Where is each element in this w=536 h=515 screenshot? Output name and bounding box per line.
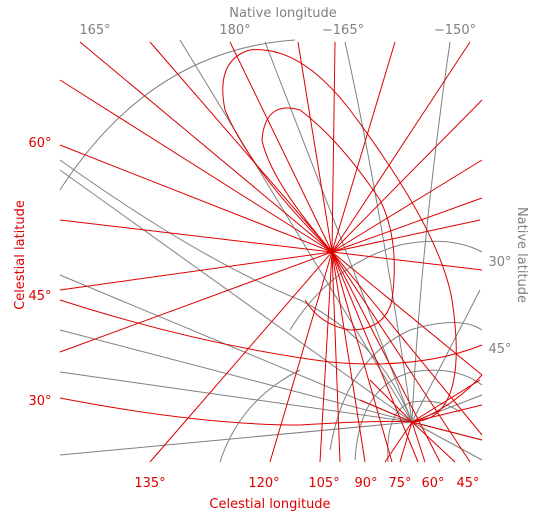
celestial-latitude-tick: 30° <box>28 394 51 409</box>
native-meridian <box>59 421 413 456</box>
pole-ray <box>384 421 413 463</box>
celestial-longitude-tick: 45° <box>456 476 479 491</box>
celestial-longitude-title: Celestial longitude <box>209 497 330 512</box>
celestial-longitude-tick: 60° <box>421 476 444 491</box>
native-pole-star <box>359 379 483 463</box>
celestial-meridian <box>331 41 366 463</box>
pole-ray <box>399 421 413 463</box>
celestial-parallel <box>59 299 483 365</box>
native-meridian <box>59 159 413 423</box>
native-meridian <box>411 41 451 423</box>
pole-ray <box>359 399 413 423</box>
native-latitude-tick: 45° <box>488 342 511 357</box>
pole-ray <box>411 379 481 423</box>
celestial-meridian <box>59 144 483 436</box>
celestial-longitude-tick: 105° <box>308 476 339 491</box>
native-meridian <box>344 41 413 423</box>
native-longitude-tick: 180° <box>219 23 250 38</box>
native-parallel <box>354 369 483 461</box>
celestial-longitude-tick: 120° <box>248 476 279 491</box>
celestial-parallel <box>261 107 395 331</box>
native-latitude-title: Native latitude <box>514 207 529 303</box>
celestial-parallel <box>59 374 483 426</box>
celestial-latitude-tick: 60° <box>28 136 51 151</box>
celestial-meridian <box>149 41 441 463</box>
celestial-longitude-tick: 135° <box>134 476 165 491</box>
native-meridian <box>411 421 483 461</box>
celestial-grid <box>59 41 483 463</box>
celestial-meridian <box>59 219 481 291</box>
native-longitude-tick: 165° <box>79 23 110 38</box>
native-grid <box>59 39 483 463</box>
celestial-latitude-tick: 45° <box>28 289 51 304</box>
native-meridian <box>59 274 413 423</box>
celestial-meridian <box>59 197 483 353</box>
celestial-meridian <box>79 41 471 463</box>
pole-ray <box>411 421 426 463</box>
pole-ray <box>411 421 456 463</box>
celestial-latitude-title: Celestial latitude <box>13 200 28 310</box>
native-parallel <box>59 39 296 191</box>
native-longitude-tick: −165° <box>322 23 364 38</box>
native-meridian <box>179 39 413 423</box>
native-meridian <box>59 371 413 423</box>
celestial-longitude-tick: 90° <box>354 476 377 491</box>
native-parallel <box>219 369 301 463</box>
pole-ray <box>411 421 483 441</box>
native-meridian <box>59 169 413 423</box>
celestial-parallel <box>222 49 457 423</box>
celestial-longitude-tick: 75° <box>388 476 411 491</box>
pole-ray <box>369 379 413 423</box>
native-longitude-tick: −150° <box>434 23 476 38</box>
native-longitude-title: Native longitude <box>229 6 336 21</box>
native-parallel <box>289 240 483 331</box>
native-meridian <box>59 329 413 423</box>
pole-ray <box>411 404 483 423</box>
native-latitude-tick: 30° <box>488 255 511 270</box>
